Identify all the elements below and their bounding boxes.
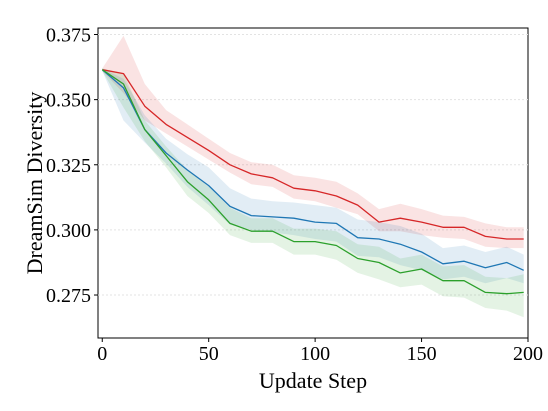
series-3-line [101,69,524,295]
plot-area-frame [97,27,529,339]
y-tick-label: 0.300 [46,220,91,242]
series-2-band [102,68,524,284]
series-1-line [102,69,524,240]
confidence-bands [102,35,524,318]
series-1-band [102,35,524,249]
y-tick-label: 0.350 [46,90,91,112]
x-tick-label: 100 [300,343,330,365]
y-axis-title: DreamSim Diversity [22,92,47,275]
x-axis-title: Update Step [259,368,367,393]
x-tick-label: 150 [407,343,437,365]
x-tick-label: 200 [513,343,543,365]
x-tick-label: 50 [199,343,219,365]
y-axis-ticks: 0.275 0.300 0.325 0.350 0.375 [46,25,98,307]
y-tick-label: 0.325 [46,155,91,177]
series-lines [101,69,524,295]
x-tick-label: 0 [97,343,107,365]
y-tick-label: 0.375 [46,25,91,47]
y-tick-label: 0.275 [46,285,91,307]
x-axis-ticks: 0 50 100 150 200 [97,338,543,365]
series-2-line [101,69,524,271]
series-3-band [102,68,524,318]
